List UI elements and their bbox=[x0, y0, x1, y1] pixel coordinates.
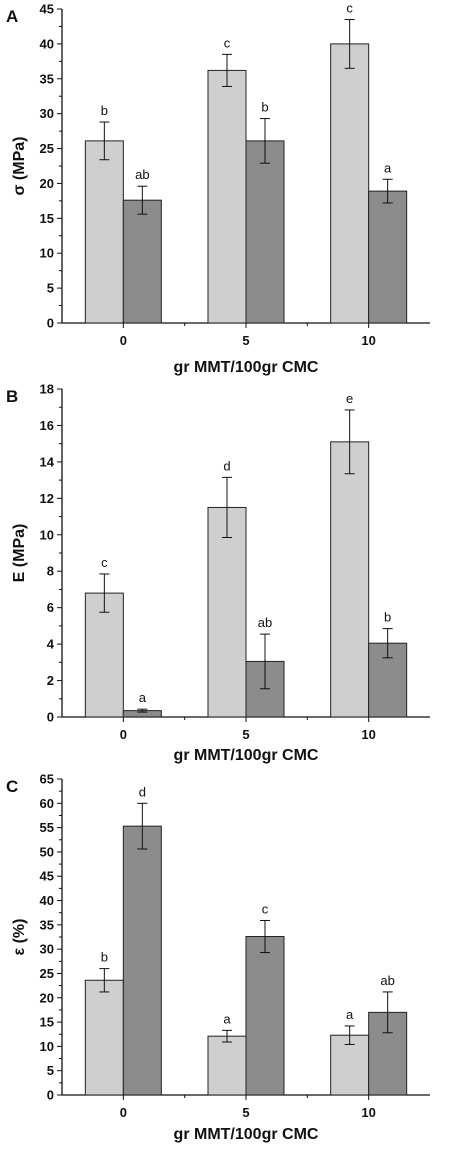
bar-series-2-0 bbox=[122, 825, 162, 1096]
bar-series-1-5 bbox=[207, 1035, 247, 1096]
y-axis-title: E (MPa) bbox=[11, 524, 28, 583]
y-tick-label: 15 bbox=[40, 1015, 54, 1030]
bar-series-2-10 bbox=[368, 190, 408, 324]
y-tick-label: 10 bbox=[40, 246, 54, 261]
bar-series-2-0 bbox=[122, 199, 162, 324]
y-tick-label: 20 bbox=[40, 990, 54, 1005]
bar-series-1-0 bbox=[84, 140, 124, 324]
y-axis-title: σ (MPa) bbox=[11, 137, 28, 196]
significance-label: c bbox=[224, 35, 231, 50]
x-tick-label: 10 bbox=[361, 1105, 375, 1120]
y-tick-label: 30 bbox=[40, 942, 54, 957]
significance-label: a bbox=[139, 690, 147, 705]
chart-panel-c: C 0 5 10 15 20 25 30 35 40 45 50 55 60 65 0 5 10 b a a d c ab ε … bbox=[6, 772, 430, 1143]
significance-label: a bbox=[223, 1011, 231, 1026]
bar-series-2-5 bbox=[245, 140, 285, 324]
x-tick-label: 0 bbox=[120, 333, 127, 348]
significance-label: ab bbox=[258, 615, 272, 630]
y-tick-label: 16 bbox=[40, 418, 54, 433]
significance-label: b bbox=[101, 103, 108, 118]
y-tick-label: 0 bbox=[47, 316, 54, 331]
x-tick-label: 5 bbox=[242, 727, 249, 742]
bar-series-1-0 bbox=[84, 979, 124, 1096]
y-tick-label: 8 bbox=[47, 564, 54, 579]
y-tick-label: 5 bbox=[47, 1063, 54, 1078]
significance-label: b bbox=[101, 950, 108, 965]
panel-letter: A bbox=[6, 7, 18, 26]
bar-series-2-5 bbox=[245, 936, 285, 1096]
y-tick-label: 65 bbox=[40, 772, 54, 787]
x-tick-label: 0 bbox=[120, 727, 127, 742]
y-tick-label: 0 bbox=[47, 1088, 54, 1103]
y-tick-label: 0 bbox=[47, 710, 54, 725]
x-axis-title: gr MMT/100gr CMC bbox=[174, 359, 319, 376]
significance-label: b bbox=[384, 610, 391, 625]
significance-label: ab bbox=[380, 973, 394, 988]
bar-series-1-0 bbox=[84, 592, 124, 718]
significance-label: a bbox=[384, 160, 392, 175]
panel-letter: B bbox=[6, 387, 18, 406]
significance-label: b bbox=[261, 100, 268, 115]
significance-label: d bbox=[223, 458, 230, 473]
significance-label: c bbox=[262, 901, 269, 916]
x-axis-title: gr MMT/100gr CMC bbox=[174, 1126, 319, 1143]
y-tick-label: 18 bbox=[40, 382, 54, 397]
x-tick-label: 10 bbox=[361, 727, 375, 742]
chart-panel-b: B 0 2 4 6 8 10 12 14 16 18 0 5 10 c d e a ab b E (MPa) gr MMT… bbox=[6, 382, 430, 764]
y-tick-label: 60 bbox=[40, 796, 54, 811]
y-tick-label: 40 bbox=[40, 36, 54, 51]
y-tick-label: 35 bbox=[40, 917, 54, 932]
x-tick-label: 5 bbox=[242, 333, 249, 348]
y-tick-label: 4 bbox=[47, 637, 55, 652]
x-tick-label: 10 bbox=[361, 333, 375, 348]
y-axis-title: ε (%) bbox=[11, 919, 28, 956]
significance-label: a bbox=[346, 1007, 354, 1022]
x-tick-label: 0 bbox=[120, 1105, 127, 1120]
y-tick-label: 30 bbox=[40, 106, 54, 121]
y-tick-label: 2 bbox=[47, 673, 54, 688]
y-tick-label: 50 bbox=[40, 844, 54, 859]
x-axis-title: gr MMT/100gr CMC bbox=[174, 747, 319, 764]
significance-label: c bbox=[101, 555, 108, 570]
y-tick-label: 10 bbox=[40, 1039, 54, 1054]
chart-panel-a: A 0 5 10 15 20 25 30 35 40 45 0 5 10 b c c ab b a σ (MPa) gr … bbox=[6, 0, 430, 376]
significance-label: ab bbox=[135, 167, 149, 182]
bar-series-1-10 bbox=[330, 441, 370, 718]
y-tick-label: 40 bbox=[40, 893, 54, 908]
y-tick-label: 10 bbox=[40, 527, 54, 542]
significance-label: d bbox=[139, 784, 146, 799]
x-tick-label: 5 bbox=[242, 1105, 249, 1120]
y-tick-label: 6 bbox=[47, 600, 54, 615]
bar-series-1-5 bbox=[207, 506, 247, 718]
y-tick-label: 20 bbox=[40, 176, 54, 191]
bar-series-1-10 bbox=[330, 43, 370, 324]
y-tick-label: 5 bbox=[47, 281, 54, 296]
y-tick-label: 35 bbox=[40, 71, 54, 86]
y-tick-label: 45 bbox=[40, 869, 54, 884]
y-tick-label: 55 bbox=[40, 820, 54, 835]
y-tick-label: 12 bbox=[40, 491, 54, 506]
y-tick-label: 15 bbox=[40, 211, 54, 226]
y-tick-label: 14 bbox=[40, 454, 55, 469]
y-tick-label: 45 bbox=[40, 2, 54, 17]
significance-label: e bbox=[346, 391, 353, 406]
y-tick-label: 25 bbox=[40, 141, 54, 156]
bar-series-1-5 bbox=[207, 69, 247, 324]
y-tick-label: 25 bbox=[40, 966, 54, 981]
significance-label: c bbox=[346, 0, 353, 15]
panel-letter: C bbox=[6, 777, 18, 796]
